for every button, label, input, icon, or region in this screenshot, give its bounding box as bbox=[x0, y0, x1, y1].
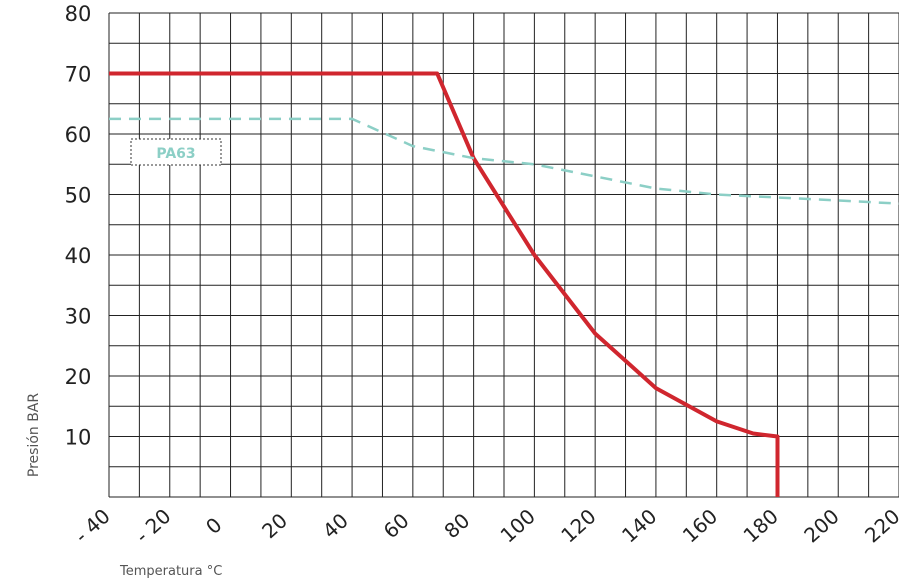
x-axis-ticks: - 40 - 20 0 20 40 60 80 100 120 140 160 180 200 220 bbox=[70, 504, 899, 548]
y-tick-label: 60 bbox=[65, 123, 92, 147]
x-tick-label: - 20 bbox=[131, 504, 176, 548]
y-tick-label: 30 bbox=[65, 305, 92, 329]
y-tick-label: 10 bbox=[65, 426, 92, 450]
y-tick-label: 50 bbox=[65, 184, 92, 208]
chart-series bbox=[109, 71, 899, 497]
x-axis-label: Temperatura °C bbox=[120, 564, 223, 579]
x-tick-label: 60 bbox=[379, 508, 414, 543]
x-tick-label: - 40 bbox=[70, 504, 115, 548]
x-tick-label: 80 bbox=[439, 508, 474, 543]
x-tick-label: 140 bbox=[617, 504, 661, 547]
series-line-1 bbox=[109, 71, 780, 497]
x-tick-label: 220 bbox=[860, 504, 899, 547]
x-tick-label: 20 bbox=[257, 508, 292, 543]
y-axis-ticks: 80 70 60 50 40 30 20 10 bbox=[65, 2, 92, 450]
legend-box bbox=[130, 138, 222, 166]
y-tick-label: 80 bbox=[65, 2, 92, 26]
x-tick-label: 200 bbox=[799, 504, 843, 547]
x-tick-label: 100 bbox=[495, 504, 539, 547]
x-tick-label: 160 bbox=[678, 504, 722, 547]
y-tick-label: 20 bbox=[65, 365, 92, 389]
y-tick-label: 40 bbox=[65, 244, 92, 268]
x-tick-label: 0 bbox=[201, 513, 227, 539]
x-tick-label: 180 bbox=[739, 504, 783, 547]
chart-grid bbox=[108, 12, 899, 498]
series-legend: PA63 bbox=[130, 138, 222, 166]
x-tick-label: 120 bbox=[556, 504, 600, 547]
legend-label: PA63 bbox=[156, 146, 195, 162]
x-tick-label: 40 bbox=[318, 508, 353, 543]
y-axis-label: Presión BAR bbox=[26, 392, 42, 478]
series-line-2 bbox=[109, 117, 899, 205]
y-tick-label: 70 bbox=[65, 63, 92, 87]
